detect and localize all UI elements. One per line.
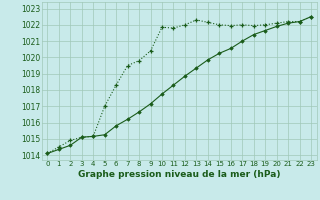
X-axis label: Graphe pression niveau de la mer (hPa): Graphe pression niveau de la mer (hPa) xyxy=(78,170,280,179)
